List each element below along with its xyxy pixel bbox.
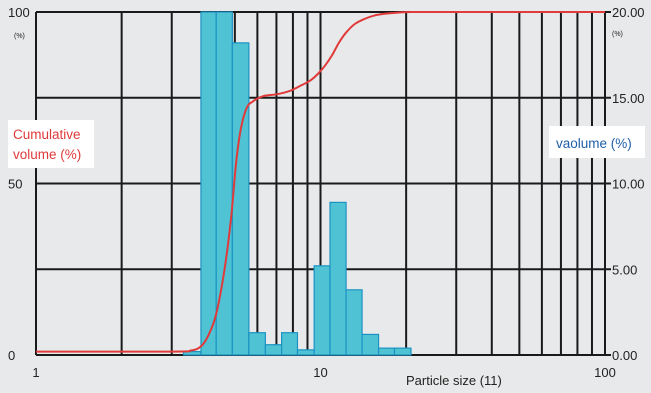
histogram-bar [200, 11, 217, 356]
histogram-bar [345, 289, 363, 356]
left-axis-title-line-2: volume (%) [13, 147, 81, 162]
right-axis-title-box [549, 126, 645, 158]
histogram-bar [231, 42, 250, 356]
histogram-bar [281, 332, 299, 356]
left-axis-title-box [8, 120, 94, 168]
x-axis-tick-label: 1 [32, 365, 39, 380]
histogram-bars [182, 11, 412, 356]
histogram-bar [329, 201, 347, 356]
histogram-bar [377, 347, 396, 356]
left-axis-unit: (%) [14, 33, 25, 40]
right-axis-title: vaolume (%) [556, 136, 632, 151]
x-axis-tick-label: 10 [313, 365, 327, 380]
histogram-bar [248, 332, 266, 356]
right-axis-tick-label: 20.00 [612, 5, 645, 20]
x-axis-title: Particle size (11) [406, 373, 502, 388]
histogram-bar [393, 347, 412, 356]
histogram-bar [361, 333, 380, 356]
grid [35, 11, 611, 356]
left-axis-tick-label: 0 [8, 348, 15, 363]
left-axis-tick-label: 50 [8, 177, 22, 192]
cumulative-curve-layer [35, 10, 605, 353]
right-axis-tick-label: 5.00 [612, 262, 637, 277]
right-axis-tick-label: 15.00 [612, 91, 645, 106]
histogram-bar [313, 265, 331, 356]
tick-labels: 100 50 0 20.00 15.00 10.00 5.00 0.00 1 10 100 [8, 5, 645, 380]
left-axis-title-line-1: Cumulative [13, 127, 81, 142]
cumulative-curve [35, 10, 605, 353]
histogram-bar [296, 349, 315, 356]
right-axis-tick-label: 0.00 [612, 348, 637, 363]
histogram-bar [264, 344, 283, 356]
left-axis-tick-label: 100 [8, 5, 30, 20]
right-axis-unit: (%) [612, 31, 623, 38]
x-axis-tick-label: 100 [594, 365, 616, 380]
right-axis-tick-label: 10.00 [612, 177, 645, 192]
